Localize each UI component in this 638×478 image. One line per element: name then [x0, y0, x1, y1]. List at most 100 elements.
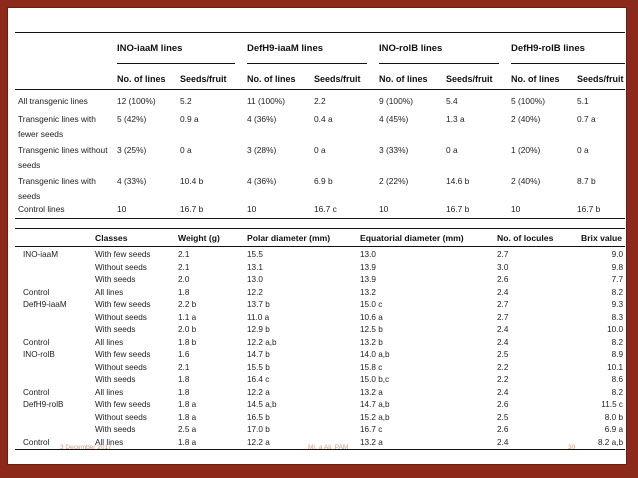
table-cell: 4 (36%)	[247, 114, 277, 124]
table-cell: 11.5 c	[601, 400, 623, 409]
class-label: With seeds	[95, 275, 136, 284]
table-cell: 2.5	[497, 350, 509, 359]
table-cell: 13.7 b	[247, 300, 270, 309]
table-cell: 1.8	[178, 387, 190, 397]
table-cell: 2 (22%)	[379, 176, 409, 186]
group-header-defh9-iaam: DefH9-iaaM lines	[247, 43, 324, 54]
table-row: With seeds 1.8 16.4 c 15.0 b,c 2.2 8.6	[15, 375, 625, 387]
table-cell: 8.6	[611, 375, 623, 384]
group-header-ino-iaam: INO-iaaM lines	[117, 43, 183, 54]
header-polar-diameter: Polar diameter (mm)	[247, 233, 331, 243]
table-cell: 1.1 a	[178, 312, 197, 322]
table-cell: 2.7	[497, 250, 509, 259]
line-group-label: Control	[23, 287, 50, 297]
class-label: With few seeds	[95, 250, 151, 259]
table-row: Without seeds 2.1 15.5 b 15.8 c 2.2 10.1	[15, 363, 625, 375]
table-cell: 6.9 b	[314, 176, 333, 186]
table-cell: 1.8	[178, 287, 190, 297]
table-cell: 2.5 a	[178, 425, 197, 434]
table-cell: 4 (33%)	[117, 176, 147, 186]
line-group-label: DefH9-rolB	[23, 400, 64, 409]
table-cell: 8.7 b	[577, 176, 596, 186]
table-cell: 17.0 b	[247, 425, 270, 434]
subheader-seeds: Seeds/fruit	[180, 74, 227, 84]
table-cell: 14.0 a,b	[360, 350, 390, 359]
class-label: With seeds	[95, 325, 136, 334]
table-cell: 10	[117, 204, 127, 214]
row-label: Transgenic lines without seeds	[18, 145, 108, 170]
class-label: Without seeds	[95, 362, 147, 372]
subheader-lines: No. of lines	[379, 74, 428, 84]
group-rule	[379, 63, 499, 64]
table-cell: 14.7 a,b	[360, 400, 390, 409]
table-row: Without seeds 1.1 a 11.0 a 10.6 a 2.7 8.3	[15, 313, 625, 325]
line-group-label: DefH9-iaaM	[23, 300, 67, 309]
table-cell: 9.3	[611, 300, 623, 309]
header-brix: Brix value	[581, 233, 623, 243]
table-cell: 8.2	[611, 287, 623, 297]
table-cell: 2.1	[178, 262, 190, 272]
table-cell: 8.2	[611, 387, 623, 397]
table-cell: 2.0 b	[178, 325, 197, 334]
table-cell: 12.2	[247, 287, 263, 297]
table-row: DefH9-iaaM With few seeds 2.2 b 13.7 b 15.0 …	[15, 300, 625, 312]
table-cell: 8.2	[611, 337, 623, 347]
table-rule	[15, 228, 625, 229]
table-cell: 13.9	[360, 262, 376, 272]
subheader-seeds: Seeds/fruit	[314, 74, 361, 84]
class-label: Without seeds	[95, 262, 147, 272]
table-cell: 5.1	[577, 96, 589, 106]
table-cell: 2.0	[178, 275, 190, 284]
table-cell: 4 (45%)	[379, 114, 409, 124]
table-row: Transgenic lines without seeds 3 (25%) 0 a…	[15, 143, 625, 173]
line-group-label: Control	[23, 437, 50, 447]
table-cell: 7.7	[611, 275, 623, 284]
table-cell: 0 a	[577, 145, 589, 155]
table-cell: 2.6	[497, 275, 509, 284]
table-cell: 9.8	[611, 262, 623, 272]
table-cell: 10.0	[607, 325, 623, 334]
group-rule	[117, 63, 235, 64]
line-group-label: INO-iaaM	[23, 250, 59, 259]
line-group-label: Control	[23, 387, 50, 397]
table-row: With seeds 2.5 a 17.0 b 16.7 c 2.6 6.9 a	[15, 425, 625, 437]
table-row: Control lines 10 16.7 b 10 16.7 c 10 16.7 b 10 1…	[15, 203, 625, 215]
table-cell: 16.7 c	[360, 425, 383, 434]
table-cell: 3 (33%)	[379, 145, 409, 155]
table-cell: 16.4 c	[247, 375, 270, 384]
table-row: With seeds 2.0 b 12.9 b 12.5 b 2.4 10.0	[15, 325, 625, 337]
table-row: Control All lines 1.8 b 12.2 a,b 13.2 b 2.4 8.…	[15, 338, 625, 350]
table-cell: 2 (40%)	[511, 176, 541, 186]
table-cell: 12.2 a	[247, 437, 270, 447]
table-cell: 2.1	[178, 250, 190, 259]
table-row: Control All lines 1.8 a 12.2 a 13.2 a 2.4 8.2 …	[15, 438, 625, 450]
table-cell: 2.2	[314, 96, 326, 106]
class-label: All lines	[95, 437, 124, 447]
table-row: Control All lines 1.8 12.2 a 13.2 a 2.4 8.2	[15, 388, 625, 400]
table-cell: 5 (100%)	[511, 96, 545, 106]
table-cell: 2.4	[497, 337, 509, 347]
table-cell: 4 (36%)	[247, 176, 277, 186]
table-row: With seeds 2.0 13.0 13.9 2.6 7.7	[15, 275, 625, 287]
class-label: With few seeds	[95, 350, 151, 359]
table-cell: 1.3 a	[446, 114, 465, 124]
table-row: Transgenic lines with seeds 4 (33%) 10.4 b…	[15, 174, 625, 202]
table-row: INO-iaaM With few seeds 2.1 15.5 13.0 2.7 9.0	[15, 250, 625, 262]
footer-page-number: 30	[568, 444, 576, 451]
group-rule	[247, 63, 367, 64]
table-cell: 10	[247, 204, 257, 214]
table-cell: 0 a	[446, 145, 458, 155]
table-cell: 12 (100%)	[117, 96, 156, 106]
table-cell: 1 (20%)	[511, 145, 541, 155]
class-label: With seeds	[95, 375, 136, 384]
table-cell: 5 (42%)	[117, 114, 147, 124]
table-cell: 3 (28%)	[247, 145, 277, 155]
table-cell: 13.2 b	[360, 337, 383, 347]
table-cell: 2.7	[497, 312, 509, 322]
table-cell: 13.9	[360, 275, 376, 284]
table-cell: 12.2 a	[247, 387, 270, 397]
table-cell: 13.1	[247, 262, 263, 272]
table-cell: 15.8 c	[360, 362, 383, 372]
table-row: DefH9-rolB With few seeds 1.8 a 14.5 a,b 14.…	[15, 400, 625, 412]
table-cell: 13.0	[360, 250, 376, 259]
